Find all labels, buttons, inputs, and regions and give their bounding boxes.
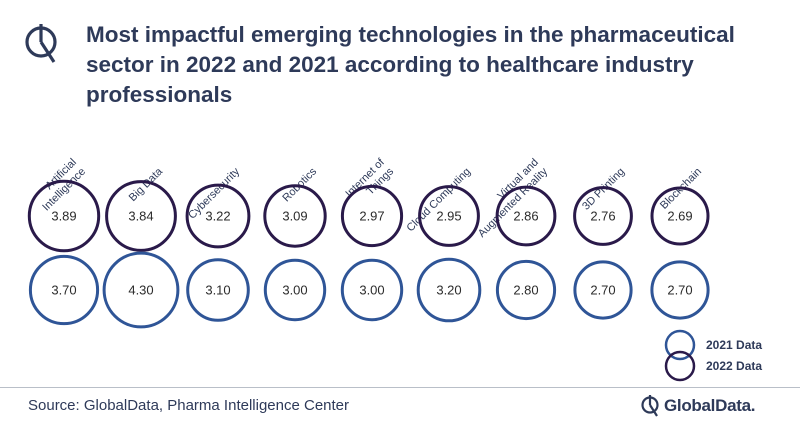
bubble-value-label: 2.70 xyxy=(667,283,692,298)
bubble-2021 xyxy=(263,258,327,322)
bubble-value-label: 3.00 xyxy=(359,283,384,298)
bubble-2021 xyxy=(495,259,557,321)
legend-marker xyxy=(664,329,696,361)
bubble-value-label: 2.69 xyxy=(667,209,692,224)
bubble-chart: ArtificialIntelligence Big Data Cybersecur… xyxy=(27,156,762,382)
bubble-value-label: 2.70 xyxy=(590,283,615,298)
category-label: 3D Printing xyxy=(580,166,627,213)
bubble-value-label: 3.00 xyxy=(282,283,307,298)
bubble-2022 xyxy=(105,180,177,252)
bubble-2022 xyxy=(650,186,710,246)
bubble-value-label: 2.76 xyxy=(590,209,615,224)
bubble-value-label: 2.80 xyxy=(513,283,538,298)
bubble-2022 xyxy=(418,185,480,247)
bubble-value-label: 4.30 xyxy=(128,283,153,298)
category-label: Cloud Computing xyxy=(405,166,474,235)
bubble-value-label: 3.70 xyxy=(51,283,76,298)
bubble-2022 xyxy=(263,184,327,248)
bubble-2021 xyxy=(102,251,180,329)
category-label: Virtual andAugmented Reality xyxy=(467,156,551,240)
globaldata-logo-icon xyxy=(25,24,57,63)
bubble-value-label: 3.20 xyxy=(436,283,461,298)
bubble-value-label: 3.84 xyxy=(128,209,153,224)
divider xyxy=(0,387,800,388)
bubble-value-label: 3.22 xyxy=(205,209,230,224)
category-label: Big Data xyxy=(127,165,166,204)
bubble-2021 xyxy=(28,254,100,326)
legend-label: 2021 Data xyxy=(706,338,762,352)
bubble-2021 xyxy=(340,258,404,322)
bubble-2022 xyxy=(573,186,633,246)
legend-marker xyxy=(664,350,696,382)
bubble-value-label: 3.09 xyxy=(282,209,307,224)
bubble-value-label: 3.89 xyxy=(51,209,76,224)
bubble-2022 xyxy=(495,185,557,247)
bubble-value-label: 3.10 xyxy=(205,283,230,298)
brand-logo: GlobalData. xyxy=(640,393,755,419)
bubble-value-label: 2.86 xyxy=(513,209,538,224)
bubble-2021 xyxy=(573,260,633,320)
bubble-2021 xyxy=(416,257,482,323)
brand-name: GlobalData. xyxy=(664,396,756,415)
legend-label: 2022 Data xyxy=(706,359,762,373)
bubble-2022 xyxy=(185,183,251,249)
bubble-2021 xyxy=(186,258,250,322)
bubble-2021 xyxy=(650,260,710,320)
category-label: Internet ofThings xyxy=(343,156,396,209)
bubble-value-label: 2.97 xyxy=(359,209,384,224)
bubble-value-label: 2.95 xyxy=(436,209,461,224)
source-note: Source: GlobalData, Pharma Intelligence … xyxy=(28,397,350,414)
bubble-2022 xyxy=(27,179,101,253)
chart-title: Most impactful emerging technologies in … xyxy=(86,22,735,107)
globaldata-logo-icon xyxy=(641,395,659,417)
bubble-2022 xyxy=(340,184,404,248)
